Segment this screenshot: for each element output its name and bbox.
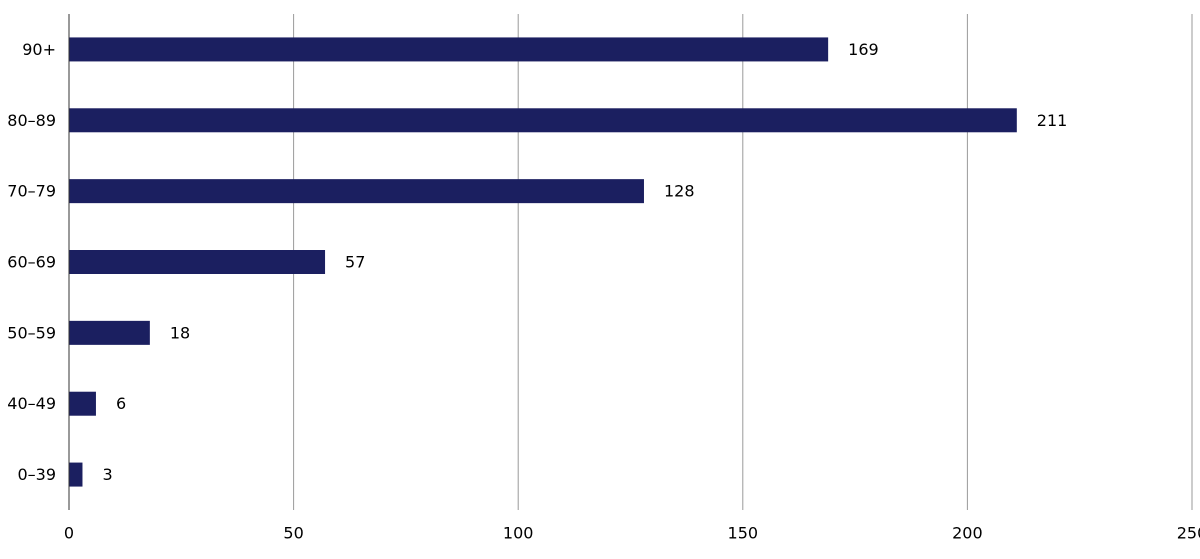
bar	[69, 320, 150, 345]
value-label: 6	[116, 394, 126, 413]
bar	[69, 37, 829, 62]
y-tick-label: 90+	[22, 40, 56, 59]
value-label: 57	[345, 253, 365, 272]
x-tick-label: 250	[1177, 524, 1200, 543]
bar	[69, 108, 1017, 133]
x-tick-label: 100	[503, 524, 534, 543]
value-label: 211	[1037, 111, 1068, 130]
y-tick-label: 70–79	[7, 182, 56, 201]
x-tick-label: 0	[64, 524, 74, 543]
value-label: 18	[170, 323, 190, 342]
y-tick-label: 60–69	[7, 253, 56, 272]
bar	[69, 462, 83, 487]
y-tick-label: 0–39	[17, 465, 56, 484]
y-tick-label: 50–59	[7, 323, 56, 342]
y-tick-label: 40–49	[7, 394, 56, 413]
bar	[69, 179, 644, 204]
value-label: 169	[848, 40, 879, 59]
value-label: 3	[102, 465, 112, 484]
y-tick-label: 80–89	[7, 111, 56, 130]
x-tick-label: 200	[952, 524, 983, 543]
bar	[69, 250, 326, 274]
x-tick-label: 150	[728, 524, 759, 543]
value-label: 128	[664, 182, 695, 201]
x-tick-label: 50	[283, 524, 303, 543]
bar	[69, 391, 96, 416]
